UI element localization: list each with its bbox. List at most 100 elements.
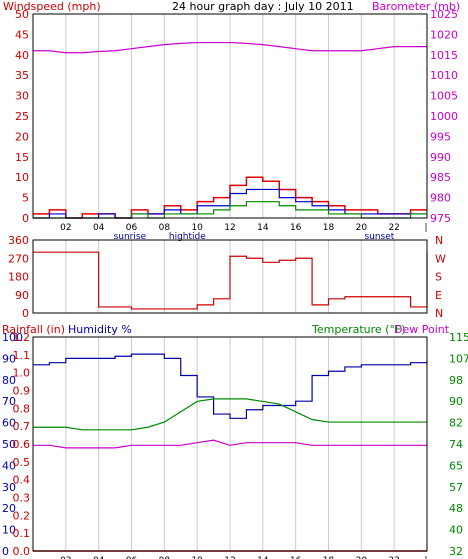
y-tick-label-rain: 0.8 [13,402,31,415]
y-tick-label: 270 [8,252,29,265]
x-tick-label: 12 [224,223,235,233]
y-tick-label: 360 [8,234,29,247]
x-tick-label: 08 [159,223,171,233]
panel-direction-frame [32,239,428,314]
y-tick-label-humidity: 80 [2,374,16,387]
y2-tick-label: 995 [430,130,451,143]
x-tick-label: 18 [323,556,335,559]
y2-tick-label: 975 [430,212,451,225]
y2-tick-label: 65 [449,459,463,472]
y-tick-label: 10 [15,171,29,184]
y-tick-label-rain: 0.9 [13,385,31,398]
y2-tick-label: 1005 [430,90,458,103]
right-axis-label-dew: Dew Point [394,323,450,336]
y-tick-label: 25 [15,110,29,123]
y-tick-label-rain: 0.5 [13,456,31,469]
x-tick-label: | [424,556,427,559]
x-tick-label: 12 [224,556,235,559]
y2-tick-label: 985 [430,171,451,184]
panel-humidity-frame [32,336,428,552]
y-tick-label-rain: 0.0 [13,545,31,558]
y2-tick-label: E [435,289,442,302]
x-tick-label: 22 [388,556,399,559]
y2-tick-label: 1015 [430,49,458,62]
y2-tick-label: 107 [449,352,468,365]
x-tick-label: 10 [191,223,203,233]
y-tick-label-rain: 0.3 [13,492,31,505]
panel-wind-frame [32,13,428,219]
right-label: Barometer (mb) [372,0,460,13]
y-tick-label-humidity: 90 [2,352,16,365]
y-tick-label-humidity: 60 [2,417,16,430]
y2-tick-label: 980 [430,192,451,205]
y2-tick-label: 32 [449,545,463,558]
y2-tick-label: 57 [449,481,463,494]
event-label-sunrise: sunrise [114,232,147,242]
x-tick-label: 14 [257,556,269,559]
y2-tick-label: 1000 [430,110,458,123]
y-tick-label-humidity: 20 [2,502,16,515]
y-tick-label-rain: 0.7 [13,420,31,433]
y-tick-label-humidity: 40 [2,459,16,472]
y-tick-label-rain: 1.0 [13,367,31,380]
series-barometer [33,41,427,54]
y2-tick-label: 990 [430,151,451,164]
series-temperature [33,398,427,431]
x-tick-label: 06 [126,223,138,233]
series-2 [33,188,427,219]
y2-tick-label: 98 [449,374,463,387]
x-tick-label: 08 [159,556,171,559]
x-tick-label: 14 [257,223,269,233]
x-tick-label: 18 [323,223,335,233]
y-tick-label: 35 [15,69,29,82]
y-tick-label: 15 [15,151,29,164]
left-axis-label-humidity: Humidity % [68,323,132,336]
y-tick-label: 30 [15,90,29,103]
y2-tick-label: 115 [449,331,468,344]
event-label-hightide: hightide [169,232,206,242]
y-tick-label: 45 [15,28,29,41]
y-tick-label-rain: 0.6 [13,438,31,451]
chart-title: 24 hour graph day : July 10 2011 [172,0,354,13]
event-label-sunset: sunset [364,232,394,242]
y2-tick-label: 74 [449,438,463,451]
left-label: Windspeed (mph) [3,0,101,13]
y2-tick-label: 1020 [430,28,458,41]
y2-tick-label: 90 [449,395,463,408]
x-tick-label: 02 [60,223,71,233]
y-tick-label: 180 [8,271,29,284]
y-tick-label-humidity: 0 [2,545,9,558]
y2-tick-label: N [435,307,443,320]
y2-tick-label: 82 [449,417,463,430]
y-tick-label-humidity: 50 [2,438,16,451]
x-tick-label: 04 [93,223,105,233]
y-tick-label: 50 [15,8,29,21]
x-tick-label: 20 [356,223,368,233]
x-tick-label: 10 [191,556,203,559]
y-tick-label-humidity: 10 [2,524,16,537]
y-tick-label-rain: 0.2 [13,509,31,522]
left-axis-label-rain: Rainfall (in) [2,323,65,336]
x-tick-label: 16 [290,556,302,559]
x-tick-label: 16 [290,223,302,233]
y-tick-label-humidity: 70 [2,395,16,408]
y-tick-label-rain: 0.4 [13,474,31,487]
y-tick-label-rain: 1.1 [13,349,31,362]
x-tick-label: 20 [356,556,368,559]
y-tick-label: 0 [22,212,29,225]
y-tick-label: 0 [22,307,29,320]
y-tick-label-rain: 1.2 [13,331,31,344]
y-tick-label-humidity: 100 [2,331,23,344]
y-tick-label: 40 [15,49,29,62]
y-tick-label: 5 [22,192,29,205]
x-tick-label: 02 [60,556,71,559]
y2-tick-label: 1010 [430,69,458,82]
y2-tick-label: 1025 [430,8,458,21]
y-tick-label-rain: 0.1 [13,527,31,540]
y-tick-label-humidity: 30 [2,481,16,494]
y2-tick-label: S [435,271,442,284]
x-tick-label: | [424,223,427,233]
y2-tick-label: 40 [449,524,463,537]
